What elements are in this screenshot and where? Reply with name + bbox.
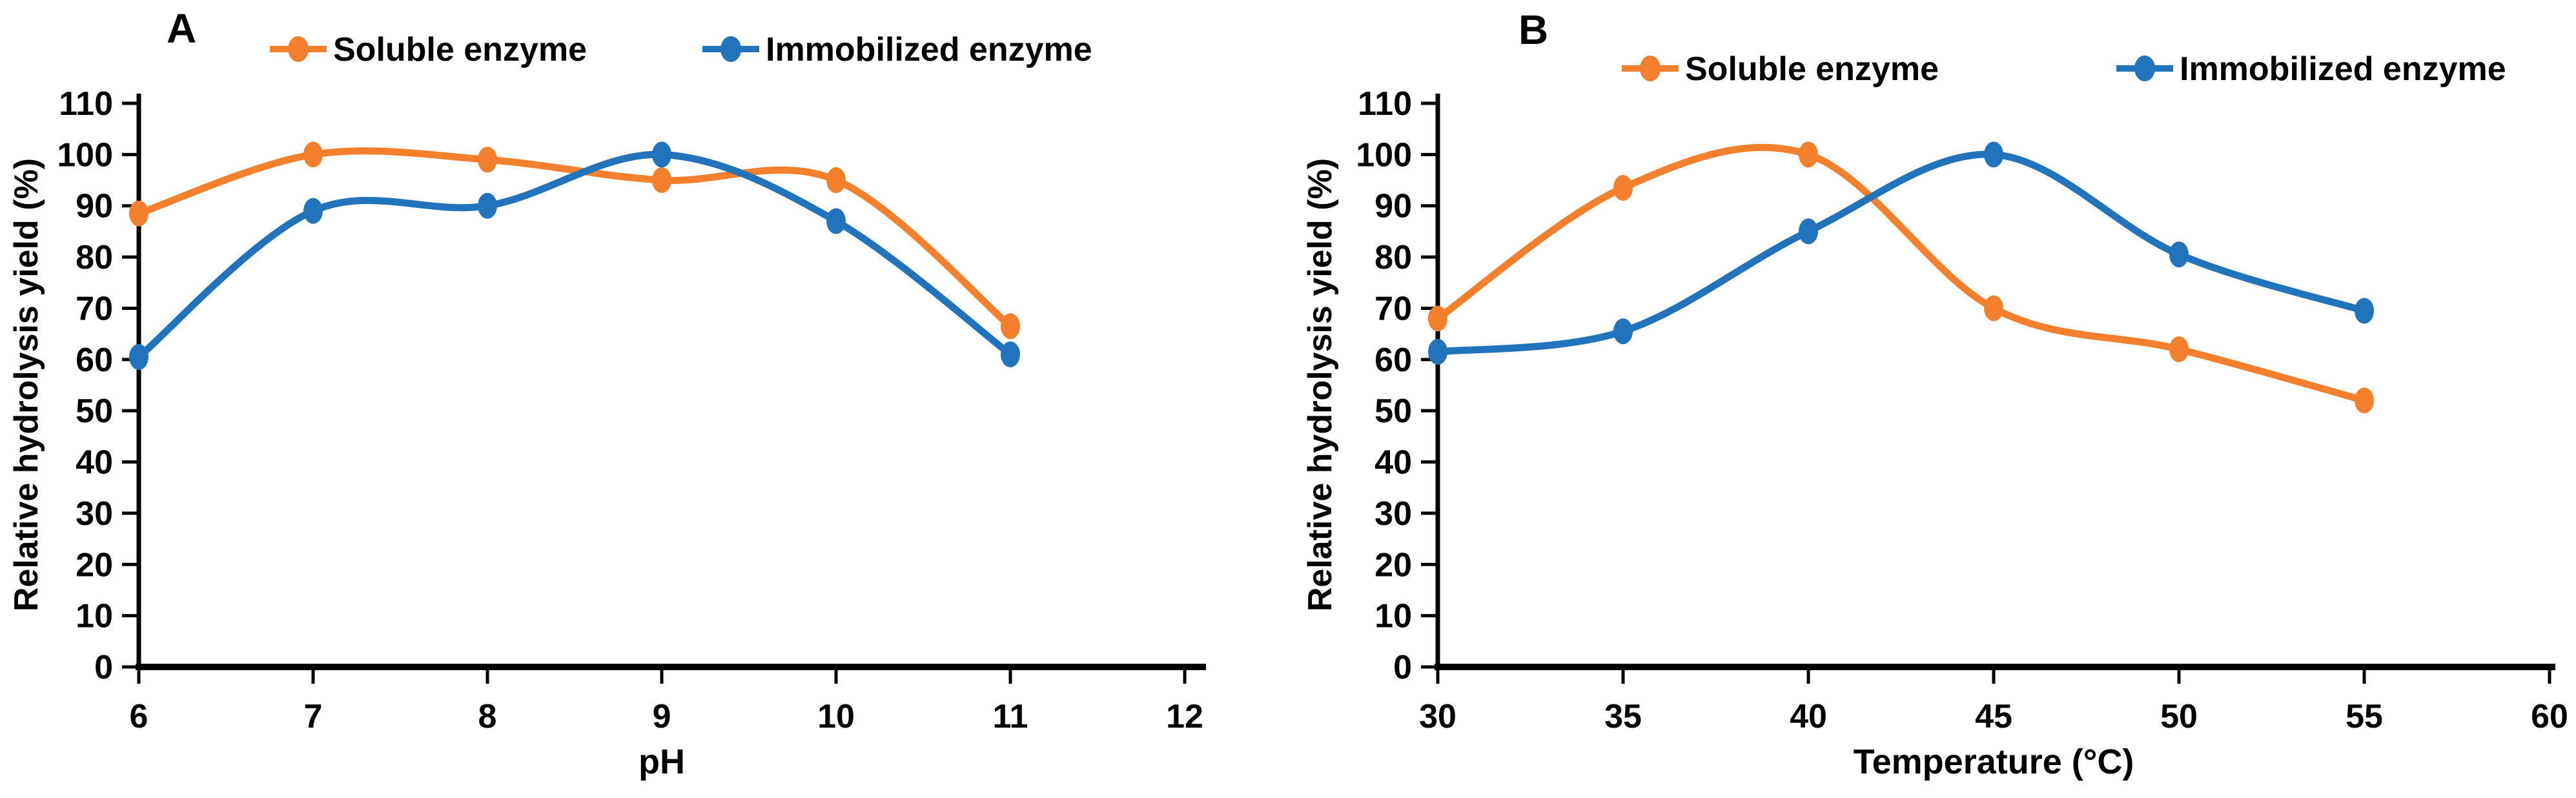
immobilized-data-point-b [1984,141,2003,168]
soluble-data-point-a [303,141,323,168]
y-tick-label-a: 50 [76,393,113,430]
soluble-data-point-a [478,147,497,173]
x-tick-label-b: 55 [2346,698,2383,735]
soluble-data-point-b [2355,387,2374,414]
x-tick-label-b: 30 [1419,698,1457,735]
y-tick-label-a: 100 [57,136,113,174]
y-tick-label-a: 40 [76,444,113,482]
y-tick-label-a: 60 [76,342,113,379]
x-axis-title-b: Temperature (°C) [1854,742,2134,781]
y-tick-label-a: 20 [76,546,113,584]
legend-marker-icon [2134,56,2155,81]
soluble-data-point-b [2169,336,2189,362]
x-tick-label-a: 8 [478,698,497,735]
y-tick-label-b: 0 [1393,649,1412,686]
y-tick-label-b: 10 [1375,598,1412,635]
legend-label: Soluble enzyme [1685,50,1939,88]
panel-a: 0 10 20 30 40 50 60 70 80 90 100 110 6 7 8 9 10 11 12 pH Rel… [8,5,1206,781]
soluble-data-point-b [1799,141,1818,168]
immobilized-enzyme-line-b [1434,150,2368,356]
legend-item-soluble-a: Soluble enzyme [270,31,587,68]
immobilized-data-point-a [303,198,323,224]
x-axis-title-a: pH [639,742,685,781]
legend-marker-icon [1640,56,1661,81]
legend-item-soluble-b: Soluble enzyme [1622,50,1939,88]
legend-label: Immobilized enzyme [2180,50,2506,88]
y-tick-label-b: 40 [1375,444,1412,482]
x-tick-label-a: 11 [993,698,1028,735]
y-tick-label-b: 30 [1375,495,1412,533]
legend-label: Immobilized enzyme [766,31,1092,68]
immobilized-data-point-a [1001,341,1020,367]
panel-letter-b: B [1518,6,1548,53]
x-tick-label-a: 9 [653,698,671,735]
y-tick-label-b: 60 [1375,342,1412,379]
x-tick-label-a: 6 [130,698,148,735]
immobilized-data-point-a [652,141,671,168]
y-tick-label-b: 110 [1358,85,1412,123]
y-tick-label-b: 100 [1356,136,1412,174]
panel-b: 0 10 20 30 40 50 60 70 80 90 100 110 30 35 40 45 50 55 60 T… [1302,6,2568,781]
immobilized-data-point-b [1428,338,1447,365]
y-tick-label-a: 10 [76,598,113,635]
y-tick-label-b: 70 [1375,290,1412,327]
soluble-data-point-a [652,167,671,194]
x-tick-label-a: 12 [1166,698,1203,735]
legend-item-immobilized-a: Immobilized enzyme [702,31,1092,68]
y-tick-label-a: 30 [76,495,113,533]
immobilized-data-point-a [129,343,148,370]
x-tick-label-b: 40 [1790,698,1827,735]
soluble-data-point-b [1984,295,2003,322]
soluble-data-point-a [129,200,148,227]
y-tick-label-b: 50 [1375,393,1412,430]
immobilized-enzyme-line-a [135,150,1014,361]
panel-letter-a: A [167,5,196,52]
legend-marker-icon [721,36,741,62]
x-tick-label-b: 35 [1604,698,1642,735]
y-tick-label-a: 80 [76,239,113,276]
soluble-data-point-a [1001,313,1020,340]
y-axis-title-b: Relative hydrolysis yield (%) [1302,158,1339,611]
y-tick-label-b: 90 [1375,188,1412,225]
immobilized-data-point-b [2169,241,2189,268]
y-tick-label-a: 110 [59,85,113,123]
soluble-data-point-b [1613,174,1633,201]
immobilized-data-point-b [1799,218,1818,245]
immobilized-data-point-a [478,192,497,219]
soluble-enzyme-line-b [1434,143,2368,404]
x-tick-label-a: 10 [817,698,855,735]
legend-item-immobilized-b: Immobilized enzyme [2116,50,2506,88]
y-tick-label-b: 20 [1375,546,1412,584]
soluble-data-point-b [1428,305,1447,332]
x-tick-label-b: 50 [2160,698,2198,735]
x-tick-label-b: 45 [1975,698,2012,735]
immobilized-data-point-b [2355,298,2374,324]
legend-label: Soluble enzyme [333,31,587,68]
y-axis-title-a: Relative hydrolysis yield (%) [8,158,45,611]
y-tick-label-a: 0 [94,649,113,686]
soluble-data-point-a [826,167,846,194]
y-tick-label-a: 90 [76,188,113,225]
y-tick-label-b: 80 [1375,239,1412,276]
immobilized-data-point-a [826,208,846,234]
y-tick-label-a: 70 [76,290,113,327]
x-tick-label-b: 60 [2531,698,2568,735]
immobilized-data-point-b [1613,318,1633,345]
x-tick-label-a: 7 [304,698,323,735]
legend-marker-icon [288,36,309,62]
